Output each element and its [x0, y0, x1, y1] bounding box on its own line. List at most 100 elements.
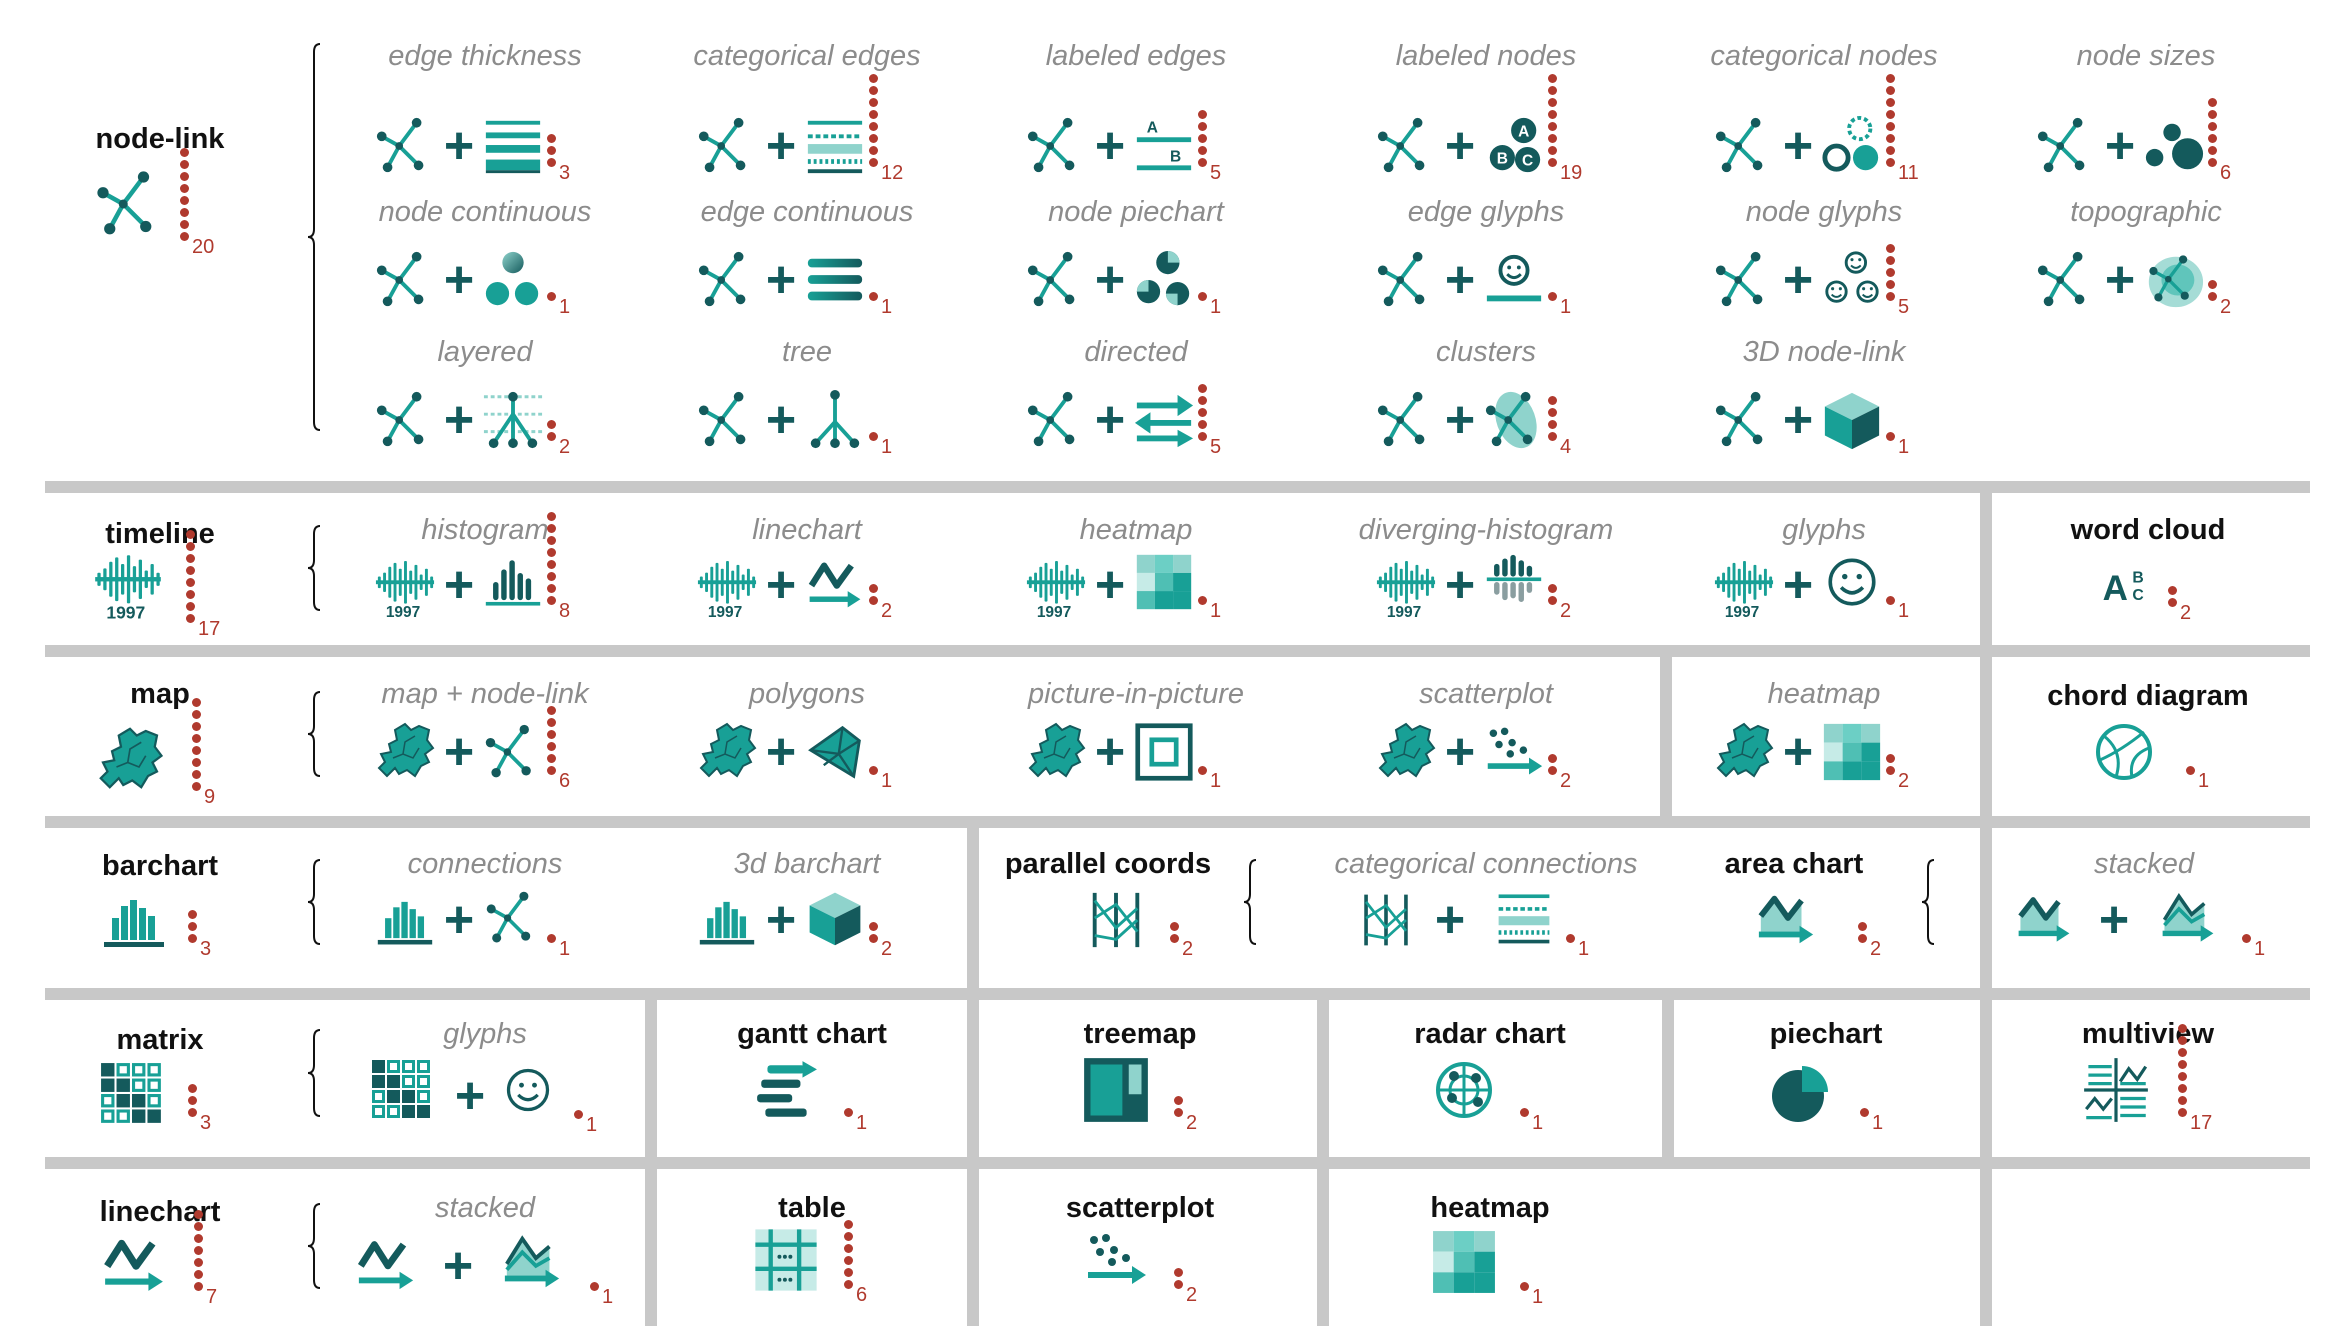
sub-item-label: directed	[1084, 336, 1188, 368]
count-dots	[1520, 1108, 1530, 1120]
count-dots	[1548, 396, 1558, 444]
sub-item-label: categorical nodes	[1710, 40, 1938, 72]
section-title-multiview: multiview	[2081, 1018, 2215, 1050]
count-dots	[1548, 292, 1558, 304]
node-link-icon	[97, 171, 152, 235]
section-separator	[45, 645, 2310, 657]
count-dots	[1886, 432, 1896, 444]
count-number: 1	[1210, 770, 1222, 792]
column-separator	[1660, 651, 1672, 822]
count-dots	[1886, 244, 1896, 304]
group-brace	[307, 525, 321, 611]
count-number: 1	[1898, 600, 1910, 622]
plus-sign: +	[1444, 391, 1476, 449]
sub-item-label: node sizes	[2076, 40, 2216, 72]
sub-item-label: edge continuous	[700, 196, 914, 228]
sub-item-label: glyphs	[1782, 514, 1866, 546]
node-link-icon	[1377, 117, 1425, 173]
count-number: 1	[1210, 600, 1222, 622]
timeline-year: 1997	[1725, 604, 1759, 621]
section-title-table: table	[778, 1192, 846, 1224]
sub-item-label: categorical connections	[1334, 848, 1638, 880]
count-dots	[547, 420, 557, 444]
plus-sign: +	[442, 1237, 474, 1295]
linechart-icon	[104, 1239, 163, 1291]
count-dots	[1886, 74, 1896, 170]
node-link-icon	[1715, 117, 1763, 173]
count-dots	[869, 74, 879, 170]
section-title-word-cloud: word cloud	[2070, 514, 2226, 546]
map-icon	[1028, 722, 1086, 778]
plus-sign: +	[443, 251, 475, 309]
plus-sign: +	[1094, 556, 1126, 614]
sub-item-label: node glyphs	[1745, 196, 1903, 228]
count-dots	[2178, 1024, 2188, 1120]
topographic-icon	[2148, 255, 2204, 308]
plus-sign: +	[2104, 251, 2136, 309]
count-number: 1	[881, 436, 893, 458]
section-separator	[45, 1157, 2310, 1169]
count-number: 17	[2190, 1112, 2213, 1134]
timeline-icon: 1997	[1376, 560, 1436, 621]
count-dots	[1170, 922, 1180, 946]
diverging-histogram-icon	[1486, 554, 1542, 602]
node-link-icon	[1027, 251, 1075, 307]
count-dots	[547, 706, 557, 778]
count-number: 2	[1186, 1112, 1198, 1134]
count-number: 8	[559, 600, 571, 622]
sub-item-label: histogram	[421, 514, 549, 546]
sub-item-label: connections	[407, 848, 563, 880]
sub-item-label: labeled nodes	[1395, 40, 1577, 72]
plus-sign: +	[765, 117, 797, 175]
plus-sign: +	[1094, 251, 1126, 309]
word-cloud-glyph-b: B	[2132, 569, 2143, 586]
plus-sign: +	[2104, 117, 2136, 175]
column-separator	[1980, 481, 1992, 1326]
node-link-icon	[376, 251, 424, 307]
count-dots	[2242, 934, 2252, 946]
edge-continuous-icon	[807, 258, 863, 301]
section-title-barchart: barchart	[101, 850, 219, 882]
section-title-scatterplot: scatterplot	[1065, 1192, 1215, 1224]
sub-item-label: labeled edges	[1045, 40, 1227, 72]
chord-diagram-icon	[2096, 724, 2152, 780]
count-number: 5	[1210, 162, 1222, 184]
group-brace	[307, 1203, 321, 1289]
count-dots	[1198, 596, 1208, 608]
timeline-year: 1997	[1387, 604, 1421, 621]
section-separator	[45, 816, 2310, 828]
count-number: 7	[206, 1286, 218, 1308]
piechart-icon	[1772, 1066, 1828, 1122]
node-link-icon	[1377, 251, 1425, 307]
count-number: 17	[198, 618, 221, 640]
plus-sign: +	[765, 891, 797, 949]
linechart-icon	[357, 1241, 414, 1290]
gantt-chart-icon	[757, 1061, 817, 1117]
node-sizes-icon	[2145, 123, 2204, 170]
count-dots	[1548, 74, 1558, 170]
plus-sign: +	[765, 723, 797, 781]
count-dots	[1858, 922, 1868, 946]
word-cloud-glyph-c: C	[2132, 587, 2143, 604]
plus-sign: +	[2098, 891, 2130, 949]
categorical-edges-icon	[1498, 894, 1550, 944]
plus-sign: +	[1094, 391, 1126, 449]
section-title-radar-chart: radar chart	[1414, 1018, 1566, 1050]
count-dots	[192, 698, 202, 794]
area-chart-icon	[1758, 895, 1814, 944]
group-brace	[307, 691, 321, 777]
count-number: 1	[1578, 938, 1590, 960]
count-dots	[2208, 280, 2218, 304]
node-link-icon	[1715, 251, 1763, 307]
column-separator	[1662, 994, 1674, 1165]
plus-sign: +	[454, 1067, 486, 1125]
sub-item-label: tree	[782, 336, 832, 368]
section-title-chord-diagram: chord diagram	[2047, 680, 2249, 712]
count-number: 2	[2220, 296, 2232, 318]
section-title-piechart: piechart	[1769, 1018, 1883, 1050]
count-dots	[1566, 934, 1576, 946]
sub-item-label: edge glyphs	[1407, 196, 1565, 228]
count-dots	[1198, 110, 1208, 170]
radar-chart-icon	[1436, 1062, 1492, 1118]
